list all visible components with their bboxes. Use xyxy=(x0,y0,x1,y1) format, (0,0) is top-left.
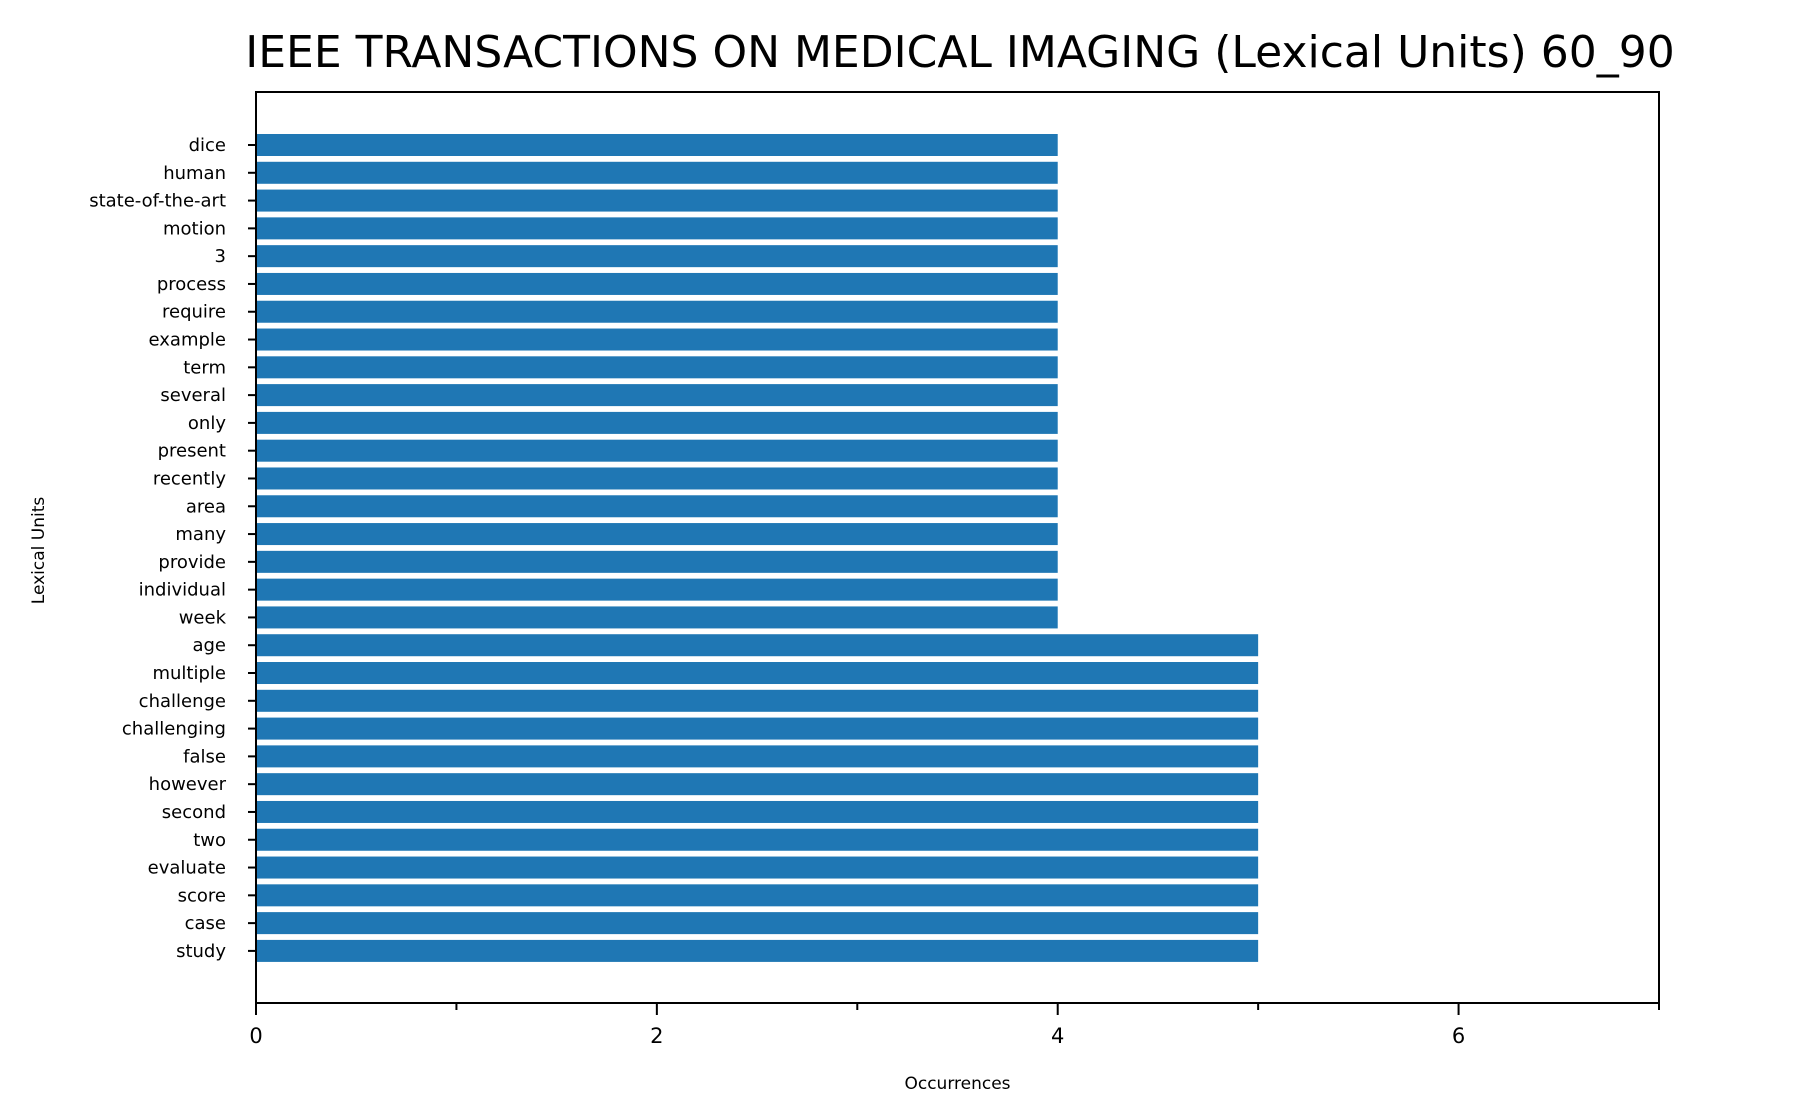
y-tick-label: challenging xyxy=(122,719,226,740)
y-tick-label: challenge xyxy=(139,691,226,712)
x-axis-label: Occurrences xyxy=(904,1074,1010,1094)
bars-group xyxy=(256,134,1259,962)
bar-challenge xyxy=(256,689,1259,712)
bar-recently xyxy=(256,467,1058,490)
y-tick-label: individual xyxy=(139,580,226,601)
y-ticks-group: dice human state-of-the-art motion 3 process r… xyxy=(89,135,256,962)
bar-term xyxy=(256,356,1058,379)
y-tick-label: several xyxy=(160,385,226,406)
y-tick-label: second xyxy=(162,802,226,823)
bar-multiple xyxy=(256,662,1259,685)
y-tick-label: two xyxy=(193,830,226,851)
bar-many xyxy=(256,523,1058,546)
bar-example xyxy=(256,328,1058,351)
x-tick-label: 2 xyxy=(650,1024,663,1048)
y-tick-label: recently xyxy=(153,468,227,489)
y-tick-label: evaluate xyxy=(148,858,226,879)
y-tick-label: only xyxy=(188,413,226,434)
bar-study xyxy=(256,939,1259,962)
chart-title: IEEE TRANSACTIONS ON MEDICAL IMAGING (Le… xyxy=(245,27,1674,78)
bar-area xyxy=(256,495,1058,518)
y-tick-label: week xyxy=(179,607,227,628)
bar-case xyxy=(256,912,1259,935)
y-tick-label: state-of-the-art xyxy=(89,191,226,212)
y-tick-label: process xyxy=(157,274,226,295)
bar-motion xyxy=(256,217,1058,240)
bar-dice xyxy=(256,134,1058,156)
bar-two xyxy=(256,828,1259,851)
y-tick-label: however xyxy=(149,774,227,795)
y-tick-label: require xyxy=(162,302,226,323)
y-tick-label: term xyxy=(183,357,226,378)
bar-several xyxy=(256,384,1058,407)
bar-present xyxy=(256,439,1058,462)
y-tick-label: present xyxy=(158,441,226,462)
bar-score xyxy=(256,884,1259,907)
y-tick-label: motion xyxy=(163,218,226,239)
y-tick-label: study xyxy=(176,941,226,962)
y-axis-label: Lexical Units xyxy=(29,497,49,605)
y-tick-label: many xyxy=(175,524,226,545)
bar-state-of-the-art xyxy=(256,189,1058,212)
x-ticks-group: 0 2 4 6 xyxy=(249,1003,1660,1048)
bar-provide xyxy=(256,550,1058,573)
bar-false xyxy=(256,745,1259,768)
y-tick-label: area xyxy=(186,496,226,517)
bar-3 xyxy=(256,245,1058,268)
y-tick-label: provide xyxy=(158,552,226,573)
bar-however xyxy=(256,773,1259,796)
bar-week xyxy=(256,606,1058,629)
bar-evaluate xyxy=(256,856,1259,879)
y-tick-label: multiple xyxy=(152,663,226,684)
y-tick-label: 3 xyxy=(215,246,226,267)
y-tick-label: example xyxy=(149,330,226,351)
y-tick-label: age xyxy=(192,635,226,656)
plot-frame xyxy=(255,91,1660,1004)
bar-challenging xyxy=(256,717,1259,740)
bar-second xyxy=(256,800,1259,823)
bar-human xyxy=(256,161,1058,184)
y-tick-label: human xyxy=(163,163,226,184)
y-tick-label: dice xyxy=(189,135,226,156)
y-tick-label: false xyxy=(183,746,226,767)
bar-process xyxy=(256,272,1058,295)
x-tick-label: 4 xyxy=(1051,1024,1064,1048)
bar-individual xyxy=(256,578,1058,601)
bar-age xyxy=(256,634,1259,657)
y-tick-label: score xyxy=(178,885,226,906)
y-tick-label: case xyxy=(185,913,226,934)
bar-only xyxy=(256,411,1058,434)
bar-require xyxy=(256,300,1058,323)
x-tick-label: 6 xyxy=(1452,1024,1465,1048)
x-tick-label: 0 xyxy=(249,1024,262,1048)
